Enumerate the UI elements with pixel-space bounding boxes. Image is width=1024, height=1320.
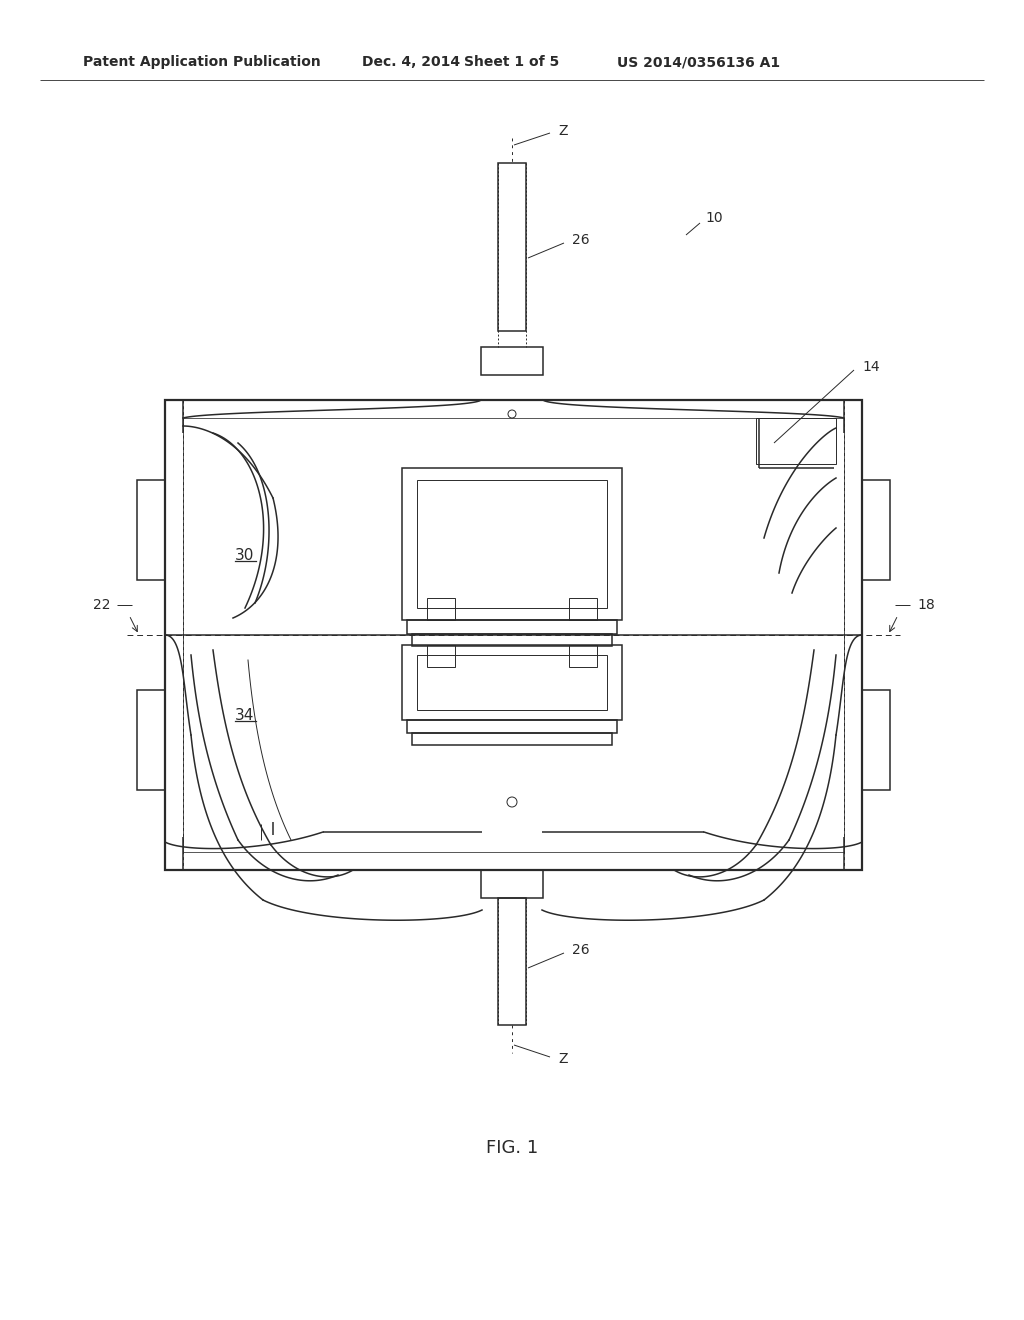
Text: Z: Z [558, 1052, 567, 1067]
Text: Z: Z [558, 124, 567, 139]
Text: Dec. 4, 2014: Dec. 4, 2014 [362, 55, 460, 69]
Text: Patent Application Publication: Patent Application Publication [83, 55, 321, 69]
Text: 22: 22 [92, 598, 110, 612]
Text: 26: 26 [572, 234, 590, 247]
Text: 14: 14 [862, 360, 880, 374]
Bar [427, 598, 455, 620]
Bar [569, 645, 597, 667]
Bar [862, 480, 890, 579]
Bar [498, 162, 526, 331]
Bar [417, 480, 607, 609]
Bar [498, 898, 526, 1026]
Text: 26: 26 [572, 942, 590, 957]
Bar [481, 870, 543, 898]
Bar [407, 719, 617, 733]
Text: 10: 10 [705, 211, 723, 224]
Bar [569, 598, 597, 620]
Text: FIG. 1: FIG. 1 [485, 1139, 539, 1158]
Bar [862, 690, 890, 789]
Bar [183, 418, 844, 851]
Bar [137, 480, 165, 579]
Bar [427, 645, 455, 667]
Bar [137, 690, 165, 789]
Text: 30: 30 [234, 548, 254, 562]
Bar [165, 400, 862, 870]
Bar [412, 634, 612, 645]
Bar [412, 733, 612, 744]
Text: US 2014/0356136 A1: US 2014/0356136 A1 [617, 55, 780, 69]
Bar [756, 418, 836, 465]
Bar [407, 620, 617, 634]
Bar [402, 645, 622, 719]
Text: 34: 34 [234, 708, 254, 722]
Bar [417, 655, 607, 710]
Bar [402, 469, 622, 620]
Bar [481, 347, 543, 375]
Text: Sheet 1 of 5: Sheet 1 of 5 [464, 55, 559, 69]
Text: 18: 18 [918, 598, 935, 612]
